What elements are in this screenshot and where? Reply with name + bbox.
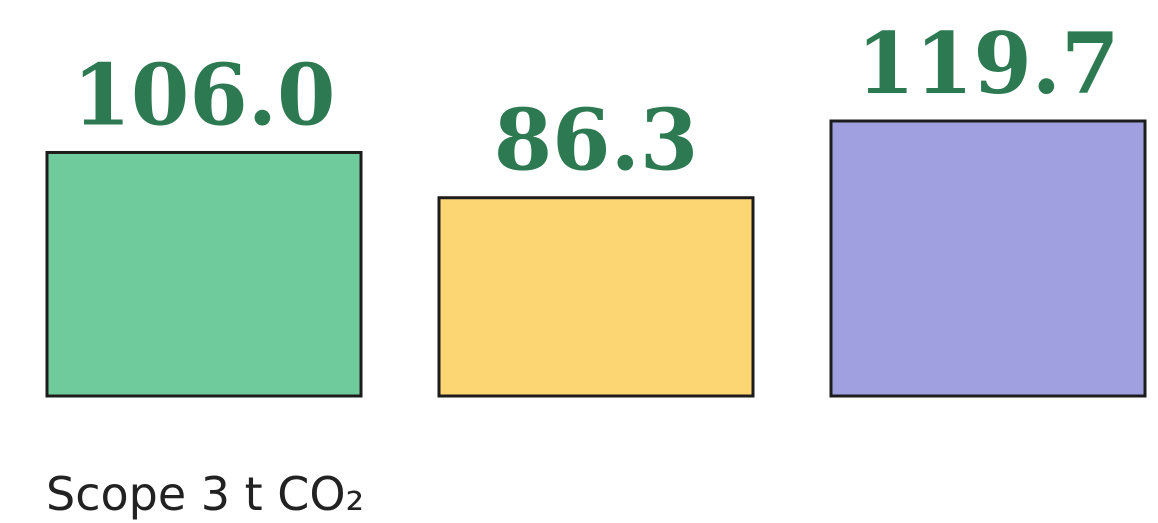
bar-3 [829,119,1147,398]
bar-1 [45,150,363,398]
value-labels-group: 106.0 86.3 119.7 [72,14,1119,190]
bar-value-label-1: 106.0 [72,45,335,144]
chart-caption: Scope 3 t CO₂ [46,467,364,521]
bars-group [45,119,1147,398]
bar-value-label-2: 86.3 [494,91,699,190]
bar-2 [437,196,755,398]
bar-value-label-3: 119.7 [856,14,1119,113]
